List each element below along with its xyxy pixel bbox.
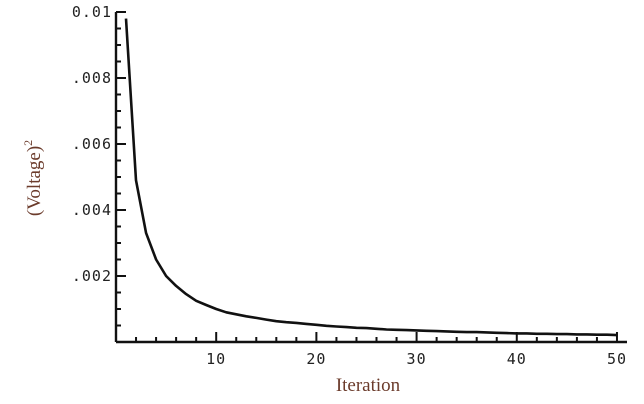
series-line [124, 18, 618, 337]
x-axis-title: Iteration [336, 375, 401, 396]
x-tick-label: 10 [206, 350, 226, 368]
x-tick-label: 20 [306, 350, 326, 368]
plot-area: 10 20 30 40 50 .002 .004 .006 .008 0.01 [72, 3, 627, 368]
y-tick-label: 0.01 [72, 3, 112, 21]
x-tick-label: 40 [507, 350, 527, 368]
y-axis-title: (Voltage)2 [21, 140, 45, 216]
x-tick-label: 50 [607, 350, 627, 368]
y-axis-title-base: (Voltage) [24, 146, 45, 216]
y-tick-label: .006 [72, 135, 112, 153]
y-tick-label: .008 [72, 69, 112, 87]
x-tick-label: 30 [407, 350, 427, 368]
y-axis-title-superscript: 2 [21, 140, 35, 146]
y-tick-label: .004 [72, 201, 112, 219]
y-tick-label: .002 [72, 267, 112, 285]
